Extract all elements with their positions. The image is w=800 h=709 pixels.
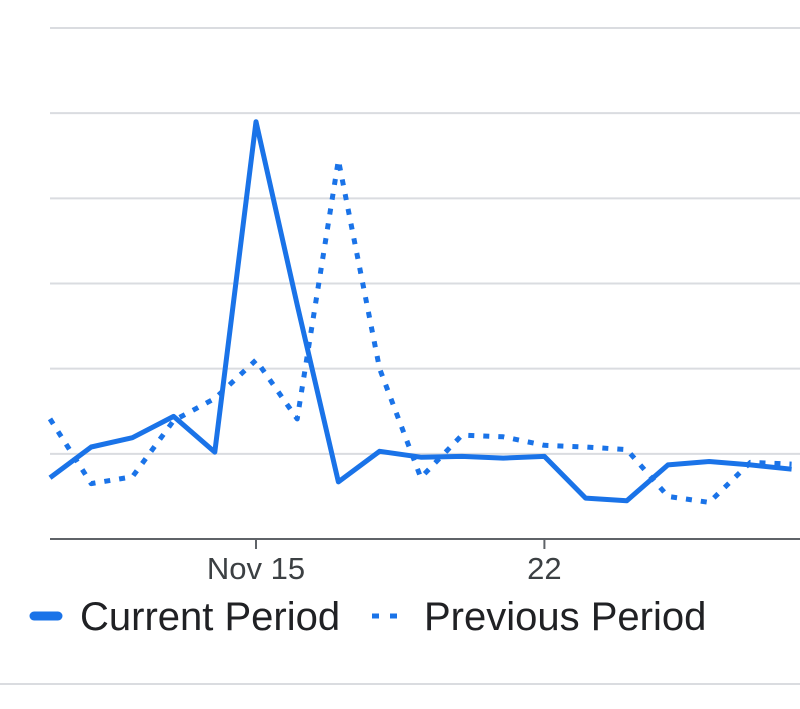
x-tick-label: Nov 15: [207, 551, 305, 586]
legend-item-current-period[interactable]: Current Period: [29, 595, 340, 639]
legend-item-previous-period[interactable]: Previous Period: [372, 595, 706, 639]
series-lines: [47, 119, 792, 505]
bottom-divider: [0, 683, 800, 685]
series-line-previous-period: [47, 157, 792, 505]
x-tick-label: 22: [527, 551, 561, 586]
gridlines: [50, 27, 800, 455]
legend-label-previous-period: Previous Period: [424, 595, 706, 639]
series-line-current-period: [48, 119, 792, 504]
x-axis-ticks: Nov 15 22: [207, 539, 562, 586]
legend: Current Period Previous Period: [29, 595, 706, 639]
legend-label-current-period: Current Period: [80, 595, 340, 639]
